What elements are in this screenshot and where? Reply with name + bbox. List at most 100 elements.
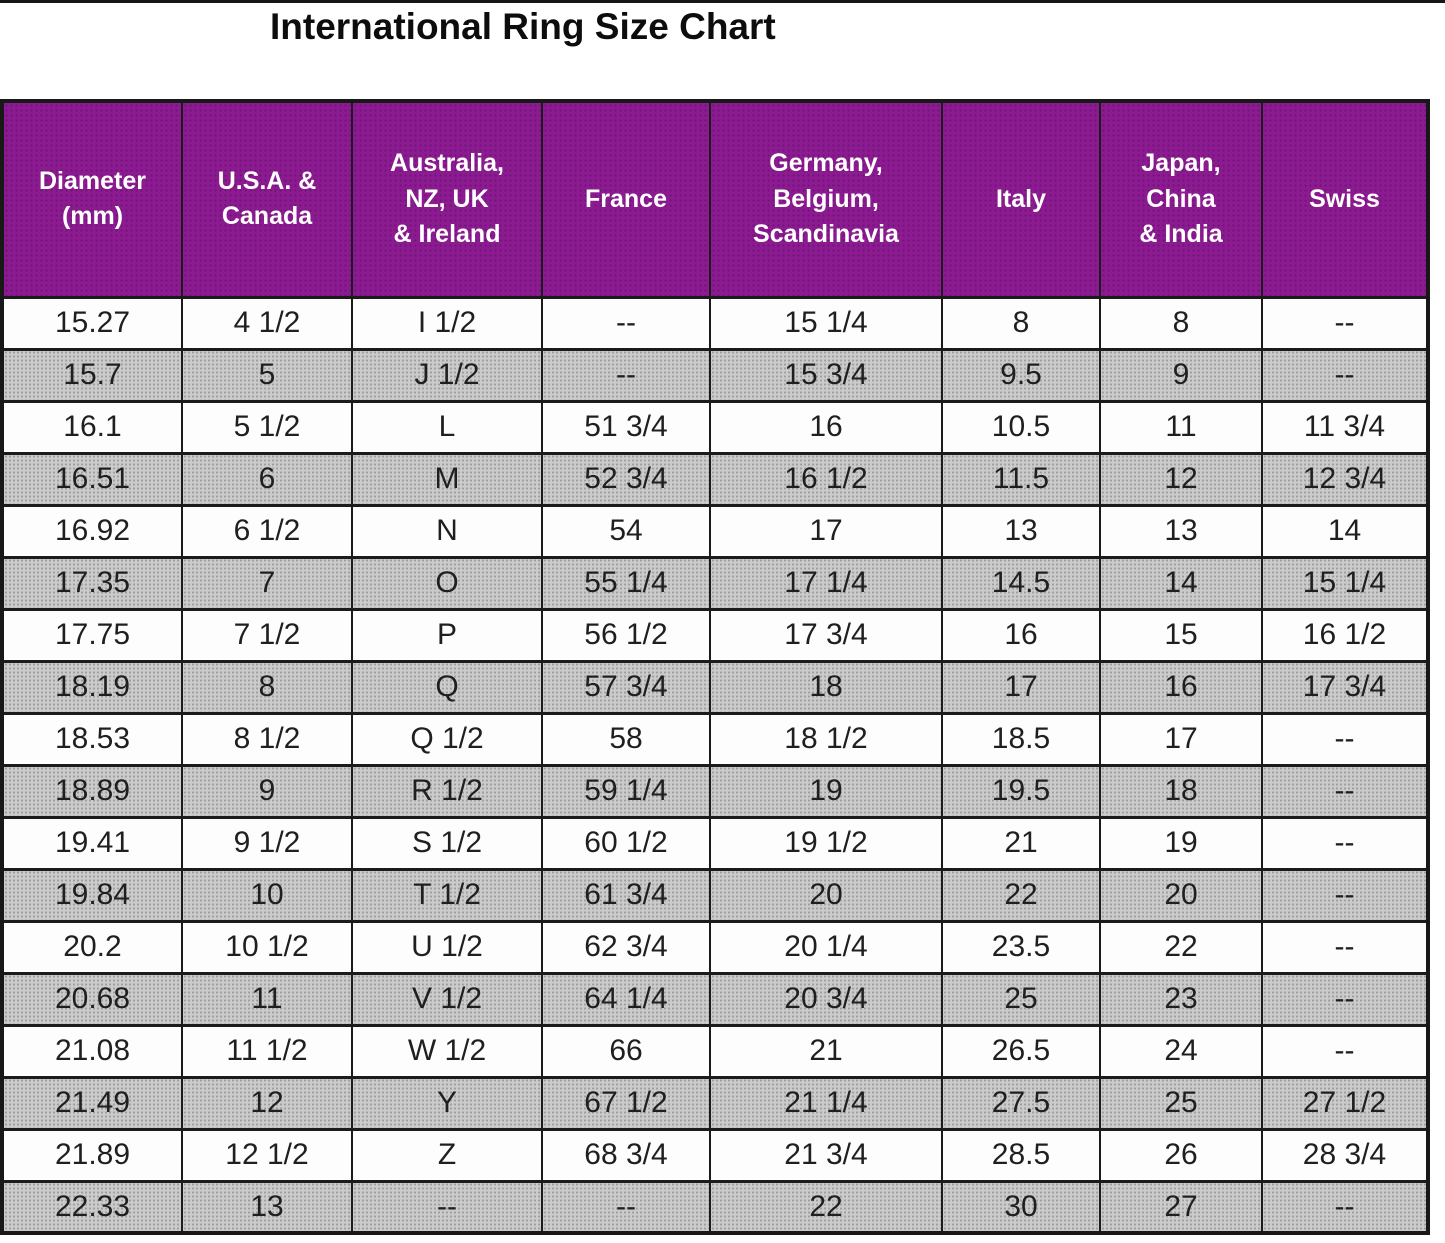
table-cell: 20.2	[1, 919, 183, 975]
table-cell: Q 1/2	[351, 711, 543, 767]
table-cell: 18.5	[941, 711, 1101, 767]
table-cell: 17 3/4	[709, 607, 943, 663]
table-cell: 16.92	[1, 503, 183, 559]
table-cell: 27 1/2	[1261, 1075, 1429, 1131]
table-cell: 23.5	[941, 919, 1101, 975]
table-cell: 25	[941, 971, 1101, 1027]
table-cell: --	[1261, 347, 1429, 403]
page-title: International Ring Size Chart	[270, 6, 776, 47]
table-cell: 15.7	[1, 347, 183, 403]
table-cell: 17	[1099, 711, 1263, 767]
table-cell: 17 1/4	[709, 555, 943, 611]
table-cell: 15 1/4	[709, 295, 943, 351]
table-row: 20.2 10 1/2 U 1/2 62 3/4 20 1/4 23.5 22 --	[1, 919, 1429, 975]
table-cell: 26	[1099, 1127, 1263, 1183]
table-row: 16.1 5 1/2 L 51 3/4 16 10.5 11 11 3/4	[1, 399, 1429, 455]
table-cell: 21	[709, 1023, 943, 1079]
table-cell: 27	[1099, 1179, 1263, 1235]
table-cell: 18	[709, 659, 943, 715]
table-cell: 16 1/2	[709, 451, 943, 507]
table-row: 19.84 10 T 1/2 61 3/4 20 22 20 --	[1, 867, 1429, 923]
table-cell: 4 1/2	[181, 295, 353, 351]
table-cell: 11 3/4	[1261, 399, 1429, 455]
table-cell: U 1/2	[351, 919, 543, 975]
table-cell: 62 3/4	[541, 919, 711, 975]
table-cell: 13	[941, 503, 1101, 559]
table-cell: V 1/2	[351, 971, 543, 1027]
table-cell: --	[1261, 867, 1429, 923]
table-row: 15.27 4 1/2 I 1/2 -- 15 1/4 8 8 --	[1, 295, 1429, 351]
table-cell: 51 3/4	[541, 399, 711, 455]
table-cell: 17	[941, 659, 1101, 715]
table-cell: 18.89	[1, 763, 183, 819]
table-cell: 61 3/4	[541, 867, 711, 923]
table-cell: I 1/2	[351, 295, 543, 351]
table-cell: 18 1/2	[709, 711, 943, 767]
table-cell: 25	[1099, 1075, 1263, 1131]
table-cell: 18	[1099, 763, 1263, 819]
table-cell: P	[351, 607, 543, 663]
table-cell: 14	[1261, 503, 1429, 559]
column-header-italy: Italy	[941, 99, 1101, 299]
table-cell: Y	[351, 1075, 543, 1131]
table-row: 16.51 6 M 52 3/4 16 1/2 11.5 12 12 3/4	[1, 451, 1429, 507]
table-cell: 19	[709, 763, 943, 819]
table-cell: 15.27	[1, 295, 183, 351]
table-row: 20.68 11 V 1/2 64 1/4 20 3/4 25 23 --	[1, 971, 1429, 1027]
table-cell: 16	[709, 399, 943, 455]
header-row: Diameter (mm) U.S.A. & Canada Australia, N…	[1, 99, 1429, 299]
table-cell: --	[1261, 919, 1429, 975]
table-cell: 15	[1099, 607, 1263, 663]
table-cell: R 1/2	[351, 763, 543, 819]
table-row: 21.49 12 Y 67 1/2 21 1/4 27.5 25 27 1/2	[1, 1075, 1429, 1131]
table-cell: 68 3/4	[541, 1127, 711, 1183]
table-header: Diameter (mm) U.S.A. & Canada Australia, N…	[1, 99, 1429, 299]
table-cell: Q	[351, 659, 543, 715]
table-cell: 24	[1099, 1023, 1263, 1079]
table-cell: 67 1/2	[541, 1075, 711, 1131]
column-header-germany: Germany, Belgium, Scandinavia	[709, 99, 943, 299]
table-cell: --	[351, 1179, 543, 1235]
table-row: 18.53 8 1/2 Q 1/2 58 18 1/2 18.5 17 --	[1, 711, 1429, 767]
table-row: 18.19 8 Q 57 3/4 18 17 16 17 3/4	[1, 659, 1429, 715]
table-cell: 15 3/4	[709, 347, 943, 403]
table-body: 15.27 4 1/2 I 1/2 -- 15 1/4 8 8 -- 15.7 5 J 1/2 -- 1…	[1, 295, 1429, 1235]
table-cell: 52 3/4	[541, 451, 711, 507]
table-row: 18.89 9 R 1/2 59 1/4 19 19.5 18 --	[1, 763, 1429, 819]
table-cell: 19.41	[1, 815, 183, 871]
table-cell: 60 1/2	[541, 815, 711, 871]
table-cell: 14	[1099, 555, 1263, 611]
table-cell: 54	[541, 503, 711, 559]
table-cell: 28.5	[941, 1127, 1101, 1183]
table-cell: 21 1/4	[709, 1075, 943, 1131]
table-cell: L	[351, 399, 543, 455]
table-cell: --	[1261, 295, 1429, 351]
table-cell: 55 1/4	[541, 555, 711, 611]
table-cell: 16.51	[1, 451, 183, 507]
table-cell: 22	[941, 867, 1101, 923]
table-cell: 16	[1099, 659, 1263, 715]
table-cell: 7	[181, 555, 353, 611]
table-cell: 9 1/2	[181, 815, 353, 871]
table-cell: 20 3/4	[709, 971, 943, 1027]
column-header-diameter: Diameter (mm)	[1, 99, 183, 299]
table-cell: 6 1/2	[181, 503, 353, 559]
table-cell: M	[351, 451, 543, 507]
table-cell: 30	[941, 1179, 1101, 1235]
table-cell: 26.5	[941, 1023, 1101, 1079]
table-cell: 12 1/2	[181, 1127, 353, 1183]
ring-size-table: Diameter (mm) U.S.A. & Canada Australia, N…	[0, 99, 1430, 1235]
table-cell: 20 1/4	[709, 919, 943, 975]
table-cell: 16.1	[1, 399, 183, 455]
table-cell: 20	[709, 867, 943, 923]
column-header-france: France	[541, 99, 711, 299]
table-cell: 58	[541, 711, 711, 767]
column-header-swiss: Swiss	[1261, 99, 1429, 299]
table-cell: 66	[541, 1023, 711, 1079]
table-cell: 16 1/2	[1261, 607, 1429, 663]
table-cell: --	[1261, 815, 1429, 871]
table-cell: 56 1/2	[541, 607, 711, 663]
table-cell: 22	[709, 1179, 943, 1235]
top-border-rule	[0, 0, 1445, 3]
table-cell: 14.5	[941, 555, 1101, 611]
